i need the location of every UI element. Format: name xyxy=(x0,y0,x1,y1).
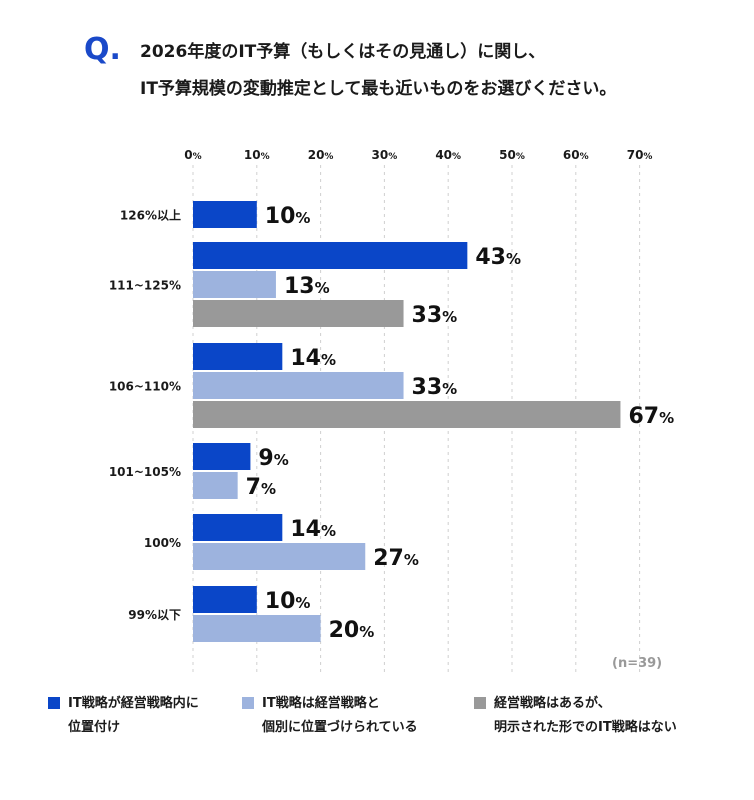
x-tick-label-5: 50% xyxy=(499,148,525,162)
bar-2-series-2 xyxy=(193,271,276,298)
x-tick-label-0: 0% xyxy=(184,148,201,162)
legend-label-1-line-2: 位置付け xyxy=(68,720,121,735)
x-tick-label-7: 70% xyxy=(627,148,653,162)
data-label-2-series-2: 13% xyxy=(284,274,330,299)
data-label-5-series-1: 14% xyxy=(290,517,336,542)
question-line-2: IT予算規模の変動推定として最も近いものをお選びください。 xyxy=(140,79,617,99)
sample-size-note: (n=39) xyxy=(612,656,663,671)
data-label-3-series-1: 14% xyxy=(290,346,336,371)
x-tick-label-1: 10% xyxy=(244,148,270,162)
category-label-4: 101~105% xyxy=(109,465,181,479)
bar-5-series-2 xyxy=(193,543,366,570)
category-label-6: 99%以下 xyxy=(128,608,181,622)
x-tick-label-3: 30% xyxy=(372,148,398,162)
bar-4-series-1 xyxy=(193,443,251,470)
bar-2-series-3 xyxy=(193,300,404,327)
x-tick-label-2: 20% xyxy=(308,148,334,162)
bar-1-series-1 xyxy=(193,201,257,228)
question-line-1: 2026年度のIT予算（もしくはその見通し）に関し、 xyxy=(140,42,546,62)
data-label-4-series-1: 9% xyxy=(258,446,288,471)
legend-label-2-line-1: IT戦略は経営戦略と xyxy=(262,696,380,711)
x-tick-label-6: 60% xyxy=(563,148,589,162)
category-label-2: 111~125% xyxy=(109,279,181,293)
question-text: 2026年度のIT予算（もしくはその見通し）に関し、 IT予算規模の変動推定とし… xyxy=(140,34,616,108)
data-label-3-series-2: 33% xyxy=(412,375,458,400)
bar-3-series-1 xyxy=(193,343,283,370)
data-label-6-series-1: 10% xyxy=(265,589,311,614)
legend-label-3-line-1: 経営戦略はあるが、 xyxy=(494,696,611,711)
bar-6-series-2 xyxy=(193,615,321,642)
bar-3-series-3 xyxy=(193,401,621,428)
legend-swatch-2 xyxy=(242,697,254,709)
legend-swatch-3 xyxy=(474,697,486,709)
question-mark: Q. xyxy=(84,32,121,67)
bar-6-series-1 xyxy=(193,586,257,613)
data-label-3-series-3: 67% xyxy=(628,404,674,429)
data-label-1-series-1: 10% xyxy=(265,204,311,229)
data-label-4-series-2: 7% xyxy=(246,475,276,500)
category-label-3: 106~110% xyxy=(109,380,181,394)
bar-3-series-2 xyxy=(193,372,404,399)
data-label-2-series-1: 43% xyxy=(475,245,521,270)
bar-4-series-2 xyxy=(193,472,238,499)
legend-label-1-line-1: IT戦略が経営戦略内に xyxy=(68,696,199,711)
category-label-1: 126%以上 xyxy=(120,208,181,223)
bar-2-series-1 xyxy=(193,242,468,269)
bar-5-series-1 xyxy=(193,514,283,541)
x-tick-label-4: 40% xyxy=(435,148,461,162)
category-label-5: 100% xyxy=(144,536,181,550)
data-label-2-series-3: 33% xyxy=(412,303,458,328)
legend-swatch-1 xyxy=(48,697,60,709)
data-label-5-series-2: 27% xyxy=(373,546,419,571)
data-label-6-series-2: 20% xyxy=(329,618,375,643)
legend-label-2-line-2: 個別に位置づけられている xyxy=(262,720,418,735)
legend-label-3-line-2: 明示された形でのIT戦略はない xyxy=(494,720,677,735)
